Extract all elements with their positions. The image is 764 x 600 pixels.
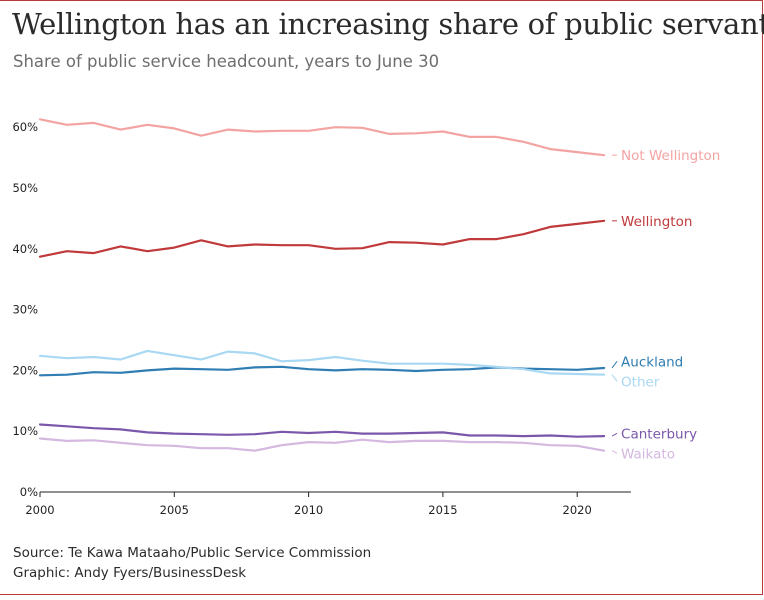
x-tick-label: 2005 xyxy=(160,503,189,517)
series-label: Canterbury xyxy=(621,426,697,442)
series-label: Waikato xyxy=(621,446,675,462)
y-tick-label: 60% xyxy=(12,120,38,134)
source-note: Source: Te Kawa Mataaho/Public Service C… xyxy=(13,545,372,561)
series-line xyxy=(38,118,606,157)
y-tick-label: 10% xyxy=(12,424,38,438)
x-tick-label: 2010 xyxy=(294,503,323,517)
y-tick-label: 40% xyxy=(12,242,38,256)
series-label-leader xyxy=(611,432,618,437)
y-tick-label: 30% xyxy=(12,303,38,317)
x-tick-label: 2015 xyxy=(428,503,457,517)
chart-title: Wellington has an increasing share of pu… xyxy=(12,7,764,41)
series-line xyxy=(38,423,606,438)
series-label: Wellington xyxy=(621,214,692,230)
chart-subtitle: Share of public service headcount, years… xyxy=(13,52,440,71)
x-tick-label: 2000 xyxy=(25,503,54,517)
series-label-leader xyxy=(611,374,618,382)
series-label: Other xyxy=(621,374,660,390)
series-line xyxy=(38,219,606,258)
y-tick-label: 0% xyxy=(20,485,38,499)
x-tick-label: 2020 xyxy=(563,503,592,517)
series-line xyxy=(38,349,606,376)
series-label-leader xyxy=(611,361,618,369)
graphic-credit: Graphic: Andy Fyers/BusinessDesk xyxy=(13,565,247,581)
y-tick-label: 20% xyxy=(12,363,38,377)
series-label-leader xyxy=(611,450,618,454)
y-tick-label: 50% xyxy=(12,181,38,195)
series-label: Not Wellington xyxy=(621,148,720,164)
series-line xyxy=(38,437,606,452)
chart-footer: Source: Te Kawa Mataaho/Public Service C… xyxy=(13,543,371,583)
series-label: Auckland xyxy=(621,354,683,370)
